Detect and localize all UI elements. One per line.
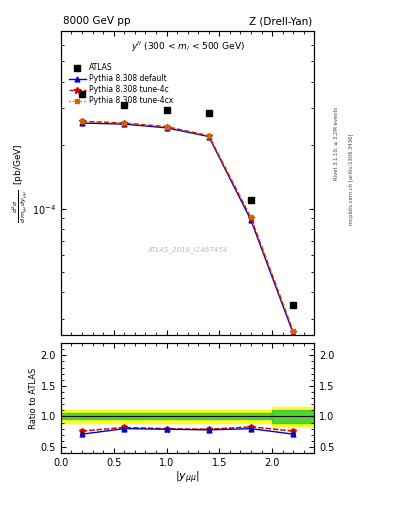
ATLAS	[206, 110, 211, 116]
Line: ATLAS: ATLAS	[79, 91, 296, 308]
Bar	[61, 410, 272, 422]
Pythia 8.308 default	[249, 217, 253, 223]
Pythia 8.308 default	[164, 125, 169, 131]
Line: Pythia 8.308 default: Pythia 8.308 default	[80, 121, 296, 336]
Text: $y^{ll}$ (300 < $m_{l}$ < 500 GeV): $y^{ll}$ (300 < $m_{l}$ < 500 GeV)	[130, 40, 245, 54]
Pythia 8.308 tune-4c	[80, 118, 84, 124]
ATLAS	[291, 302, 296, 308]
Pythia 8.308 tune-4cx	[122, 120, 127, 126]
Legend: ATLAS, Pythia 8.308 default, Pythia 8.308 tune-4c, Pythia 8.308 tune-4cx: ATLAS, Pythia 8.308 default, Pythia 8.30…	[67, 62, 174, 106]
Pythia 8.308 default	[122, 121, 127, 127]
Pythia 8.308 tune-4c	[206, 133, 211, 139]
Pythia 8.308 tune-4c	[249, 215, 253, 221]
Pythia 8.308 tune-4c	[122, 120, 127, 126]
Text: mcplots.cern.ch [arXiv:1306.3436]: mcplots.cern.ch [arXiv:1306.3436]	[349, 134, 354, 225]
Text: 8000 GeV pp: 8000 GeV pp	[63, 16, 131, 26]
X-axis label: $|y_{\mu\mu}|$: $|y_{\mu\mu}|$	[175, 470, 200, 486]
Bar	[272, 410, 314, 422]
Pythia 8.308 tune-4cx	[80, 118, 84, 124]
Bar	[272, 407, 314, 425]
Text: ATLAS_2016_I1467454: ATLAS_2016_I1467454	[147, 247, 228, 253]
ATLAS	[249, 197, 253, 203]
Pythia 8.308 tune-4cx	[164, 123, 169, 130]
Pythia 8.308 default	[80, 120, 84, 126]
Bar	[61, 413, 272, 419]
Pythia 8.308 tune-4c	[164, 123, 169, 130]
Pythia 8.308 default	[206, 134, 211, 140]
Text: Rivet 3.1.10, ≥ 3.2M events: Rivet 3.1.10, ≥ 3.2M events	[334, 106, 338, 180]
Pythia 8.308 default	[291, 330, 296, 336]
Pythia 8.308 tune-4cx	[206, 133, 211, 139]
Text: Z (Drell-Yan): Z (Drell-Yan)	[249, 16, 312, 26]
Pythia 8.308 tune-4cx	[249, 214, 253, 220]
Y-axis label: $\frac{d^2\sigma}{d\,m_{\mu\mu}\,dy_{\mu\mu}}$  [pb/GeV]: $\frac{d^2\sigma}{d\,m_{\mu\mu}\,dy_{\mu…	[11, 143, 31, 223]
ATLAS	[164, 106, 169, 113]
Line: Pythia 8.308 tune-4c: Pythia 8.308 tune-4c	[79, 118, 297, 335]
Line: Pythia 8.308 tune-4cx: Pythia 8.308 tune-4cx	[80, 119, 296, 333]
Y-axis label: Ratio to ATLAS: Ratio to ATLAS	[29, 368, 38, 429]
ATLAS	[122, 102, 127, 108]
Pythia 8.308 tune-4c	[291, 329, 296, 335]
Pythia 8.308 tune-4cx	[291, 328, 296, 334]
ATLAS	[80, 91, 84, 97]
